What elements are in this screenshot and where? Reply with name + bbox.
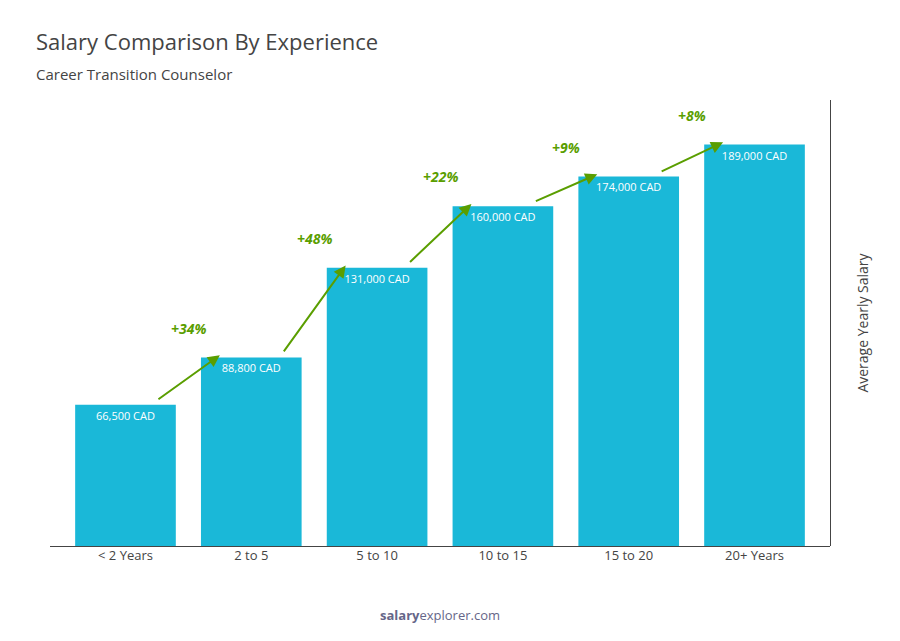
svg-text:15 to 20: 15 to 20 <box>604 546 653 564</box>
svg-text:< 2 Years: < 2 Years <box>98 546 153 564</box>
svg-text:160,000 CAD: 160,000 CAD <box>470 209 535 224</box>
svg-text:2 to 5: 2 to 5 <box>234 546 268 564</box>
svg-text:Career Transition Counselor: Career Transition Counselor <box>36 64 232 84</box>
svg-text:+22%: +22% <box>423 167 458 186</box>
svg-text:+34%: +34% <box>171 319 206 338</box>
svg-text:salaryexplorer.com: salaryexplorer.com <box>380 606 500 624</box>
svg-text:88,800 CAD: 88,800 CAD <box>222 360 281 375</box>
svg-text:Salary Comparison By Experienc: Salary Comparison By Experience <box>36 26 378 56</box>
svg-text:Average Yearly Salary: Average Yearly Salary <box>853 252 872 392</box>
svg-text:174,000 CAD: 174,000 CAD <box>596 179 661 194</box>
svg-text:5 to 10: 5 to 10 <box>356 546 398 564</box>
svg-text:+48%: +48% <box>297 229 332 248</box>
svg-text:20+ Years: 20+ Years <box>725 546 784 564</box>
svg-text:+9%: +9% <box>552 138 580 157</box>
svg-text:131,000 CAD: 131,000 CAD <box>344 271 409 286</box>
svg-text:10 to 15: 10 to 15 <box>478 546 527 564</box>
svg-text:66,500 CAD: 66,500 CAD <box>96 408 155 423</box>
svg-text:189,000 CAD: 189,000 CAD <box>722 148 787 163</box>
svg-text:+8%: +8% <box>678 106 706 125</box>
